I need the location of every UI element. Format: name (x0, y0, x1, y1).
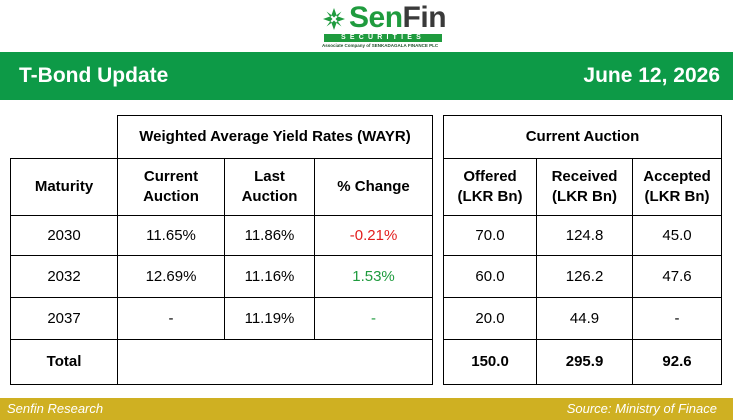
report-date: June 12, 2026 (583, 64, 720, 87)
table-row: 2032 12.69% 11.16% 1.53% 60.0 126.2 47.6 (10, 255, 723, 298)
cell-received: 126.2 (536, 255, 634, 298)
group-header-row: Weighted Average Yield Rates (WAYR) Curr… (11, 115, 723, 159)
column-header-row: Maturity Current Auction Last Auction % Ch… (10, 158, 723, 216)
cell-received: 44.9 (536, 297, 634, 340)
footer-research-label: Senfin Research (7, 401, 104, 416)
auction-group-header: Current Auction (443, 115, 723, 159)
cell-maturity: 2037 (10, 297, 118, 340)
cell-current: - (117, 297, 225, 340)
total-offered: 150.0 (443, 339, 538, 385)
cell-current: 11.65% (117, 215, 225, 256)
total-blank (314, 339, 433, 385)
footer-source-label: Source: Ministry of Finace (566, 401, 717, 416)
brand-header: SenFin SECURITIES Associate Company of S… (0, 0, 733, 50)
total-label: Total (10, 339, 118, 385)
cell-offered: 20.0 (443, 297, 538, 340)
total-blank (224, 339, 315, 385)
column-gap (432, 158, 445, 216)
column-gap (432, 339, 445, 385)
cell-maturity: 2032 (10, 255, 118, 298)
header-maturity: Maturity (10, 158, 118, 216)
header-last-auction: Last Auction (224, 158, 315, 216)
cell-accepted: 47.6 (632, 255, 723, 298)
leaf-cross-icon (323, 8, 345, 30)
logo-tagline: Associate Company of SENKADAGALA FINANCE… (322, 43, 439, 48)
cell-accepted: 45.0 (632, 215, 723, 256)
cell-current: 12.69% (117, 255, 225, 298)
tbond-table: Weighted Average Yield Rates (WAYR) Curr… (10, 115, 723, 385)
total-accepted: 92.6 (632, 339, 723, 385)
wayr-group-header: Weighted Average Yield Rates (WAYR) (116, 115, 434, 159)
logo-word-fin: Fin (402, 1, 447, 34)
cell-last: 11.16% (224, 255, 315, 298)
title-banner: T-Bond Update June 12, 2026 (0, 52, 733, 100)
column-gap (432, 297, 445, 340)
cell-maturity: 2030 (10, 215, 118, 256)
logo-wordmark: SenFin (349, 1, 447, 34)
footer-bar: Senfin Research Source: Ministry of Fina… (0, 398, 733, 420)
senfin-logo: SenFin SECURITIES Associate Company of S… (322, 1, 447, 49)
header-accepted: Accepted (LKR Bn) (632, 158, 723, 216)
cell-offered: 60.0 (443, 255, 538, 298)
column-gap (432, 255, 445, 298)
table-row: 2037 - 11.19% - 20.0 44.9 - (10, 297, 723, 340)
table-row: 2030 11.65% 11.86% -0.21% 70.0 124.8 45.… (10, 215, 723, 256)
total-blank (117, 339, 225, 385)
cell-last: 11.86% (224, 215, 315, 256)
report-title: T-Bond Update (19, 64, 169, 87)
cell-offered: 70.0 (443, 215, 538, 256)
cell-last: 11.19% (224, 297, 315, 340)
cell-received: 124.8 (536, 215, 634, 256)
header-current-auction: Current Auction (117, 158, 225, 216)
cell-change: - (313, 297, 434, 340)
logo-securities-bar: SECURITIES (324, 34, 442, 42)
header-received: Received (LKR Bn) (536, 158, 634, 216)
header-offered: Offered (LKR Bn) (443, 158, 538, 216)
logo-word-sen: Sen (349, 1, 403, 34)
total-row: Total 150.0 295.9 92.6 (10, 339, 723, 385)
column-gap (432, 215, 445, 256)
header-pct-change: % Change (313, 158, 434, 216)
cell-change: 1.53% (313, 255, 434, 298)
blank-cell (11, 116, 118, 159)
cell-accepted: - (632, 297, 723, 340)
total-received: 295.9 (536, 339, 634, 385)
column-gap (432, 115, 445, 159)
cell-change: -0.21% (313, 215, 434, 256)
